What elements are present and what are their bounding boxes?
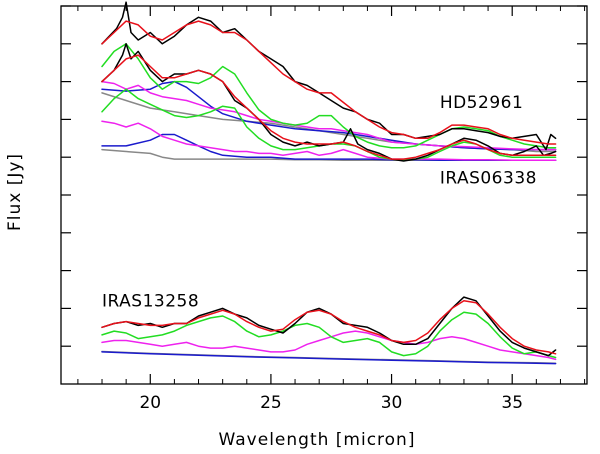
series-iras13258-grey-continuum <box>101 350 557 364</box>
label-iras06338: IRAS06338 <box>440 169 537 189</box>
series-hd52961-observed <box>101 1 557 151</box>
series-iras13258-green-component <box>101 311 557 359</box>
series-hd52961-green-component <box>101 43 557 149</box>
label-iras13258: IRAS13258 <box>102 292 199 312</box>
series-iras13258-blue-component <box>101 351 557 365</box>
y-axis-title: Flux [Jy] <box>5 153 25 231</box>
series-hd52961-total-fit <box>101 20 557 145</box>
x-tick-label-25: 25 <box>260 393 282 413</box>
series-iras13258-total-fit <box>101 300 557 355</box>
series-iras06338-total-fit <box>101 54 557 160</box>
x-tick-label-30: 30 <box>381 393 403 413</box>
series-hd52961-blue-component <box>101 80 557 151</box>
label-hd52961: HD52961 <box>440 93 523 113</box>
spectrum-labels: HD52961 IRAS06338 IRAS13258 <box>102 93 537 312</box>
axes: 20 25 30 35 <box>60 5 588 413</box>
plot-series <box>101 1 557 365</box>
x-tick-label-35: 35 <box>501 393 523 413</box>
x-axis-title: Wavelength [micron] <box>219 430 416 450</box>
x-tick-label-20: 20 <box>139 393 161 413</box>
series-iras06338-magenta-component <box>101 120 557 161</box>
